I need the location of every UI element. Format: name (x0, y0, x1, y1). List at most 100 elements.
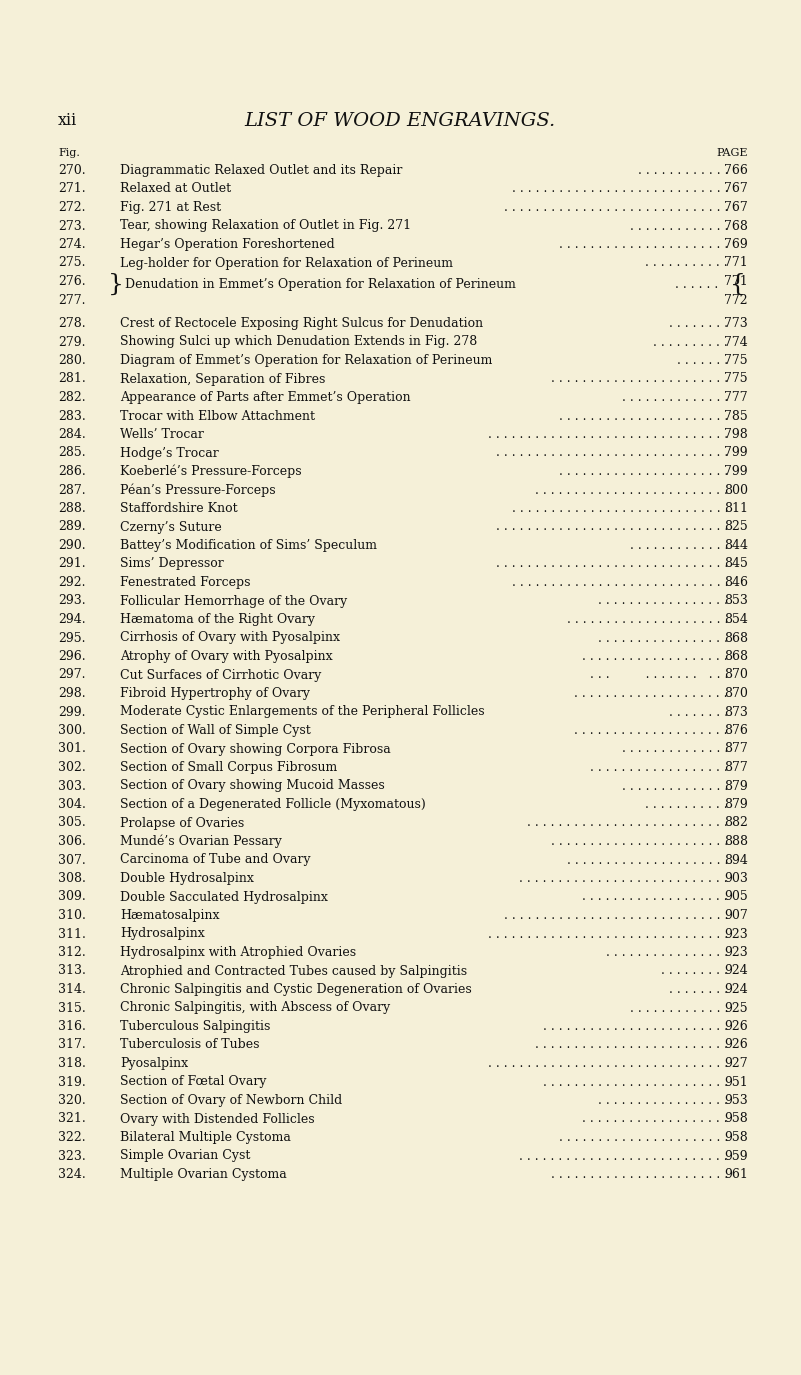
Text: 799: 799 (724, 447, 748, 459)
Text: . . . . . . . . . . . . .: . . . . . . . . . . . . . (630, 1001, 728, 1015)
Text: . . . . . . . . . . . .: . . . . . . . . . . . . (638, 164, 728, 177)
Text: 299.: 299. (58, 705, 86, 719)
Text: 924: 924 (724, 983, 748, 996)
Text: . . . . . . . . . . . . . . . . .: . . . . . . . . . . . . . . . . . (598, 1094, 728, 1107)
Text: Denudation in Emmet’s Operation for Relaxation of Perineum: Denudation in Emmet’s Operation for Rela… (125, 278, 516, 290)
Text: 958: 958 (724, 1112, 748, 1126)
Text: . . . . . . . . . . . . . . . . . . . . . .: . . . . . . . . . . . . . . . . . . . . … (559, 238, 728, 252)
Text: 302.: 302. (58, 760, 86, 774)
Text: Section of Ovary of Newborn Child: Section of Ovary of Newborn Child (120, 1094, 342, 1107)
Text: . . . . . . . . . . . . . . . . . . . . . . .: . . . . . . . . . . . . . . . . . . . . … (551, 1167, 728, 1181)
Text: 306.: 306. (58, 835, 86, 848)
Text: . . . . . . . . . . . . . .: . . . . . . . . . . . . . . (622, 742, 728, 755)
Text: 771: 771 (724, 275, 748, 287)
Text: Cirrhosis of Ovary with Pyosalpinx: Cirrhosis of Ovary with Pyosalpinx (120, 631, 340, 645)
Text: Tuberculosis of Tubes: Tuberculosis of Tubes (120, 1038, 260, 1052)
Text: 316.: 316. (58, 1020, 86, 1033)
Text: Section of Ovary showing Mucoid Masses: Section of Ovary showing Mucoid Masses (120, 780, 384, 792)
Text: Trocar with Elbow Attachment: Trocar with Elbow Attachment (120, 410, 315, 422)
Text: . . . . . . . . . . . . . . . . . . . . . . . . . .: . . . . . . . . . . . . . . . . . . . . … (527, 817, 728, 829)
Text: 961: 961 (724, 1167, 748, 1181)
Text: 284.: 284. (58, 428, 86, 441)
Text: . . . . . . . .: . . . . . . . . (669, 318, 728, 330)
Text: 323.: 323. (58, 1150, 86, 1162)
Text: Staffordshire Knot: Staffordshire Knot (120, 502, 238, 516)
Text: 844: 844 (724, 539, 748, 551)
Text: 292.: 292. (58, 576, 86, 588)
Text: . . . . . . . . . . . . . . . . . . . .: . . . . . . . . . . . . . . . . . . . . (574, 688, 728, 700)
Text: 924: 924 (724, 964, 748, 978)
Text: Simple Ovarian Cyst: Simple Ovarian Cyst (120, 1150, 251, 1162)
Text: Crest of Rectocele Exposing Right Sulcus for Denudation: Crest of Rectocele Exposing Right Sulcus… (120, 318, 483, 330)
Text: Atrophy of Ovary with Pyosalpinx: Atrophy of Ovary with Pyosalpinx (120, 650, 332, 663)
Text: 305.: 305. (58, 817, 86, 829)
Text: 298.: 298. (58, 688, 86, 700)
Text: . . . . . . . . . . . . . . . . . . .: . . . . . . . . . . . . . . . . . . . (582, 650, 728, 663)
Text: . . . . . . . . . . . . . . . . . . . . . . . . . . . . . .: . . . . . . . . . . . . . . . . . . . . … (496, 521, 728, 534)
Text: . . . . . . . . . . . . . . . . . . . . . . . . . . . . .: . . . . . . . . . . . . . . . . . . . . … (504, 909, 728, 923)
Text: 307.: 307. (58, 854, 86, 866)
Text: Tuberculous Salpingitis: Tuberculous Salpingitis (120, 1020, 271, 1033)
Text: Koeberlé’s Pressure-Forceps: Koeberlé’s Pressure-Forceps (120, 465, 302, 478)
Text: . . . . . . . . . . . . .: . . . . . . . . . . . . . (630, 220, 728, 232)
Text: . . . . . . . .: . . . . . . . . (669, 983, 728, 996)
Text: xii: xii (58, 111, 77, 129)
Text: 846: 846 (724, 576, 748, 588)
Text: 798: 798 (724, 428, 748, 441)
Text: Fig.: Fig. (58, 148, 80, 158)
Text: 274.: 274. (58, 238, 86, 252)
Text: . . . . . . . . . . . . . . . . . . .: . . . . . . . . . . . . . . . . . . . (582, 1112, 728, 1126)
Text: 294.: 294. (58, 613, 86, 626)
Text: Péan’s Pressure-Forceps: Péan’s Pressure-Forceps (120, 484, 276, 496)
Text: . . . . . . . . . . . . . . . . . . . . . . . . . . . .: . . . . . . . . . . . . . . . . . . . . … (512, 576, 728, 588)
Text: Hydrosalpinx with Atrophied Ovaries: Hydrosalpinx with Atrophied Ovaries (120, 946, 356, 958)
Text: 923: 923 (724, 946, 748, 958)
Text: 277.: 277. (58, 293, 86, 307)
Text: . . . . . . . . . .: . . . . . . . . . . (654, 336, 728, 348)
Text: 766: 766 (724, 164, 748, 177)
Text: 868: 868 (724, 650, 748, 663)
Text: 319.: 319. (58, 1075, 86, 1089)
Text: . . . . . . .: . . . . . . . (677, 353, 728, 367)
Text: . . . . . . . . . . . . . . . . . . . . . . . . . . . . . .: . . . . . . . . . . . . . . . . . . . . … (496, 447, 728, 459)
Text: Section of Ovary showing Corpora Fibrosa: Section of Ovary showing Corpora Fibrosa (120, 742, 391, 755)
Text: Hæmatosalpinx: Hæmatosalpinx (120, 909, 219, 923)
Text: . . . . . . . . . . . . . . . . . . . . .: . . . . . . . . . . . . . . . . . . . . … (566, 613, 728, 626)
Text: 303.: 303. (58, 780, 86, 792)
Text: 297.: 297. (58, 668, 86, 682)
Text: 868: 868 (724, 631, 748, 645)
Text: . . . . . . . . . . . . . . . . .: . . . . . . . . . . . . . . . . . (598, 594, 728, 608)
Text: 853: 853 (724, 594, 748, 608)
Text: 309.: 309. (58, 891, 86, 903)
Text: 271.: 271. (58, 183, 86, 195)
Text: 310.: 310. (58, 909, 86, 923)
Text: 273.: 273. (58, 220, 86, 232)
Text: . . . . . . . . . . . . . . . . . . . . . . . . . . .: . . . . . . . . . . . . . . . . . . . . … (519, 1150, 728, 1162)
Text: Showing Sulci up which Denudation Extends in Fig. 278: Showing Sulci up which Denudation Extend… (120, 336, 477, 348)
Text: Bilateral Multiple Cystoma: Bilateral Multiple Cystoma (120, 1132, 291, 1144)
Text: 876: 876 (724, 725, 748, 737)
Text: LIST OF WOOD ENGRAVINGS.: LIST OF WOOD ENGRAVINGS. (244, 111, 556, 131)
Text: 281.: 281. (58, 373, 86, 385)
Text: 270.: 270. (58, 164, 86, 177)
Text: 296.: 296. (58, 650, 86, 663)
Text: . . . . . . . . . . . . . .: . . . . . . . . . . . . . . (622, 780, 728, 792)
Text: 926: 926 (724, 1038, 748, 1052)
Text: Section of a Degenerated Follicle (Myxomatous): Section of a Degenerated Follicle (Myxom… (120, 798, 426, 811)
Text: 894: 894 (724, 854, 748, 866)
Text: . . . . . . . . . . . . . . . . . . .: . . . . . . . . . . . . . . . . . . . (582, 891, 728, 903)
Text: . . . . . . . . . . . . . . . . . . . . . . .: . . . . . . . . . . . . . . . . . . . . … (551, 835, 728, 848)
Text: 854: 854 (724, 613, 748, 626)
Text: Sims’ Depressor: Sims’ Depressor (120, 557, 223, 571)
Text: Follicular Hemorrhage of the Ovary: Follicular Hemorrhage of the Ovary (120, 594, 348, 608)
Text: 769: 769 (724, 238, 748, 252)
Text: 280.: 280. (58, 353, 86, 367)
Text: 291.: 291. (58, 557, 86, 571)
Text: Battey’s Modification of Sims’ Speculum: Battey’s Modification of Sims’ Speculum (120, 539, 377, 551)
Text: 774: 774 (724, 336, 748, 348)
Text: 304.: 304. (58, 798, 86, 811)
Text: 285.: 285. (58, 447, 86, 459)
Text: 300.: 300. (58, 725, 86, 737)
Text: Ovary with Distended Follicles: Ovary with Distended Follicles (120, 1112, 315, 1126)
Text: . . . . . . . . . . . . . . . . . . . . . . . . . . . .: . . . . . . . . . . . . . . . . . . . . … (512, 502, 728, 516)
